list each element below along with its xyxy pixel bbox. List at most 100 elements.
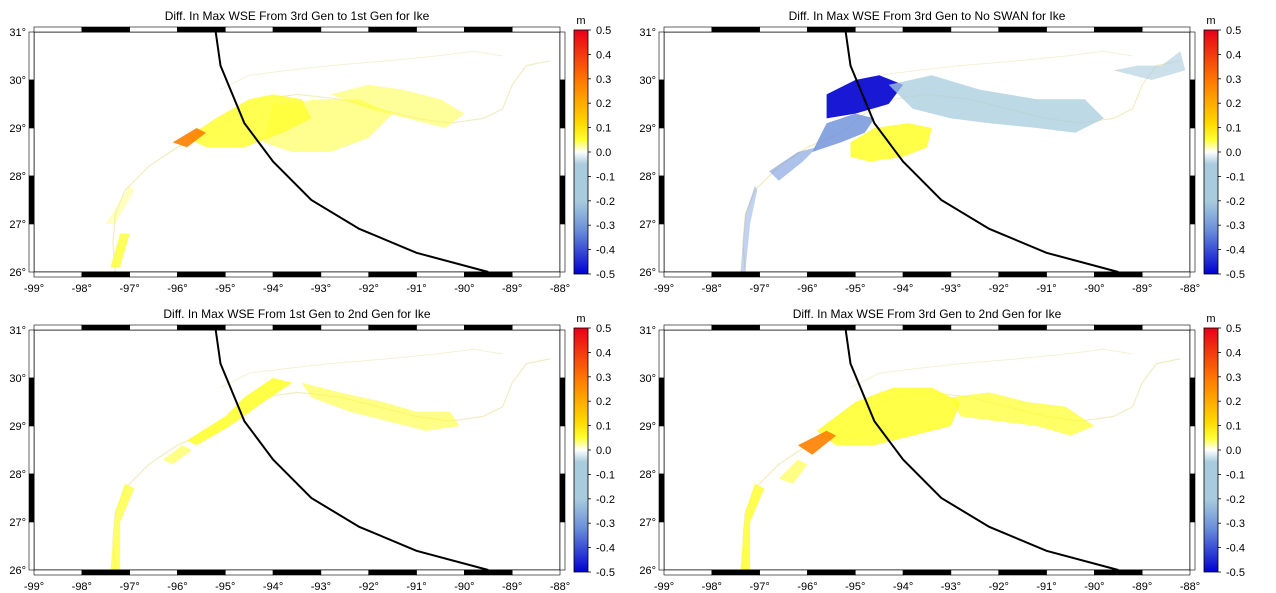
frame-tick-right	[1189, 377, 1196, 427]
map-area	[664, 330, 1190, 570]
lon-tick-label: -92°	[359, 581, 379, 593]
lon-tick-label: -89°	[502, 283, 522, 295]
frame-tick-left	[28, 473, 35, 523]
frame-tick-bottom	[272, 271, 322, 278]
panel-3rd-vs-no-swan: Diff. In Max WSE From 3rd Gen to No SWAN…	[639, 9, 1245, 295]
difference-region	[263, 99, 393, 152]
frame-tick-right	[1189, 473, 1196, 523]
colorbar-tick-label: 0.0	[596, 147, 611, 159]
difference-region	[850, 123, 932, 162]
lon-tick-label: -95°	[215, 581, 235, 593]
lat-tick-label: 29°	[639, 123, 656, 135]
difference-region	[778, 459, 808, 484]
frame-tick-bottom	[33, 271, 83, 278]
frame-tick-top	[1046, 26, 1095, 33]
frame-tick-top	[81, 324, 130, 331]
difference-region	[769, 147, 817, 181]
frame-tick-top	[368, 324, 417, 331]
frame-tick-bottom	[81, 271, 130, 278]
frame-tick-right	[559, 473, 566, 523]
frame-tick-top	[320, 324, 370, 331]
frame-tick-right	[559, 127, 566, 177]
hurricane-track	[844, 329, 1119, 571]
lon-tick-label: -89°	[1132, 283, 1152, 295]
frame-tick-left	[28, 31, 35, 81]
frame-tick-top	[854, 26, 904, 33]
colorbar-tick-label: -0.3	[1226, 518, 1245, 530]
colorbar-tick-label: 0.2	[596, 98, 611, 110]
frame-tick-top	[711, 26, 760, 33]
frame-tick-bottom	[1046, 271, 1095, 278]
frame-tick-top	[129, 324, 178, 331]
colorbar-tick-label: -0.5	[596, 567, 615, 579]
lon-tick-label: -89°	[502, 581, 522, 593]
inland-boundary	[850, 348, 1133, 389]
frame-tick-left	[658, 127, 665, 177]
frame-tick-right	[1189, 175, 1196, 225]
frame-tick-left	[28, 175, 35, 225]
frame-tick-top	[511, 26, 561, 33]
lat-tick-label: 29°	[639, 421, 656, 433]
frame-tick-bottom	[368, 271, 417, 278]
difference-region	[740, 185, 758, 272]
frame-tick-right	[1189, 425, 1196, 475]
difference-region	[301, 382, 460, 431]
frame-tick-bottom	[759, 569, 808, 576]
colorbar-tick-label: -0.2	[596, 494, 615, 506]
colorbar-tick-label: 0.1	[1226, 421, 1241, 433]
frame-tick-left	[28, 223, 35, 273]
lon-tick-label: -99°	[24, 581, 44, 593]
panel-3rd-vs-1st-gen: Diff. In Max WSE From 3rd Gen to 1st Gen…	[9, 9, 615, 295]
hurricane-track	[214, 31, 489, 273]
colorbar-tick-label: 0.2	[1226, 396, 1241, 408]
frame-tick-bottom	[1141, 271, 1191, 278]
frame-tick-right	[1189, 79, 1196, 129]
colorbar-tick-label: 0.3	[1226, 372, 1241, 384]
colorbar-tick-label: -0.3	[1226, 220, 1245, 232]
lon-tick-label: -95°	[215, 283, 235, 295]
frame-tick-bottom	[1094, 271, 1143, 278]
frame-tick-top	[224, 324, 274, 331]
difference-region	[110, 483, 135, 570]
difference-region	[797, 430, 837, 455]
coastline	[112, 60, 551, 273]
frame-tick-bottom	[902, 271, 952, 278]
frame-tick-top	[33, 324, 83, 331]
panel-1st-vs-2nd-gen: Diff. In Max WSE From 1st Gen to 2nd Gen…	[9, 307, 615, 593]
frame-tick-right	[559, 31, 566, 81]
lon-tick-label: -88°	[550, 581, 570, 593]
colorbar-tick-label: 0.5	[596, 323, 611, 335]
frame-tick-top	[464, 26, 513, 33]
frame-tick-left	[658, 31, 665, 81]
colorbar	[1203, 29, 1219, 275]
frame-tick-top	[854, 324, 904, 331]
lon-tick-label: -94°	[893, 581, 913, 593]
lat-tick-label: 28°	[9, 171, 26, 183]
lat-tick-label: 30°	[9, 373, 26, 385]
lon-tick-label: -92°	[359, 283, 379, 295]
frame-tick-bottom	[272, 569, 322, 576]
lon-tick-label: -98°	[72, 581, 92, 593]
lon-tick-label: -88°	[1180, 283, 1200, 295]
difference-region	[1113, 51, 1186, 80]
lat-tick-label: 26°	[639, 565, 656, 577]
colorbar-tick-label: -0.1	[1226, 469, 1245, 481]
frame-tick-top	[129, 26, 178, 33]
frame-tick-top	[998, 324, 1047, 331]
frame-tick-bottom	[81, 569, 130, 576]
colorbar-tick-label: 0.5	[596, 25, 611, 37]
colorbar-tick-label: -0.2	[1226, 494, 1245, 506]
frame-tick-top	[464, 324, 513, 331]
colorbar-tick-label: 0.1	[596, 421, 611, 433]
colorbar-tick-label: -0.4	[1226, 245, 1245, 257]
frame-tick-top	[807, 324, 856, 331]
lon-tick-label: -96°	[167, 581, 187, 593]
frame-tick-top	[759, 26, 808, 33]
lon-tick-label: -97°	[749, 283, 769, 295]
frame-tick-bottom	[177, 271, 226, 278]
lon-tick-label: -90°	[454, 581, 474, 593]
lon-tick-label: -91°	[406, 283, 426, 295]
frame-tick-bottom	[998, 569, 1047, 576]
frame-tick-bottom	[1046, 569, 1095, 576]
lat-tick-label: 29°	[9, 421, 26, 433]
